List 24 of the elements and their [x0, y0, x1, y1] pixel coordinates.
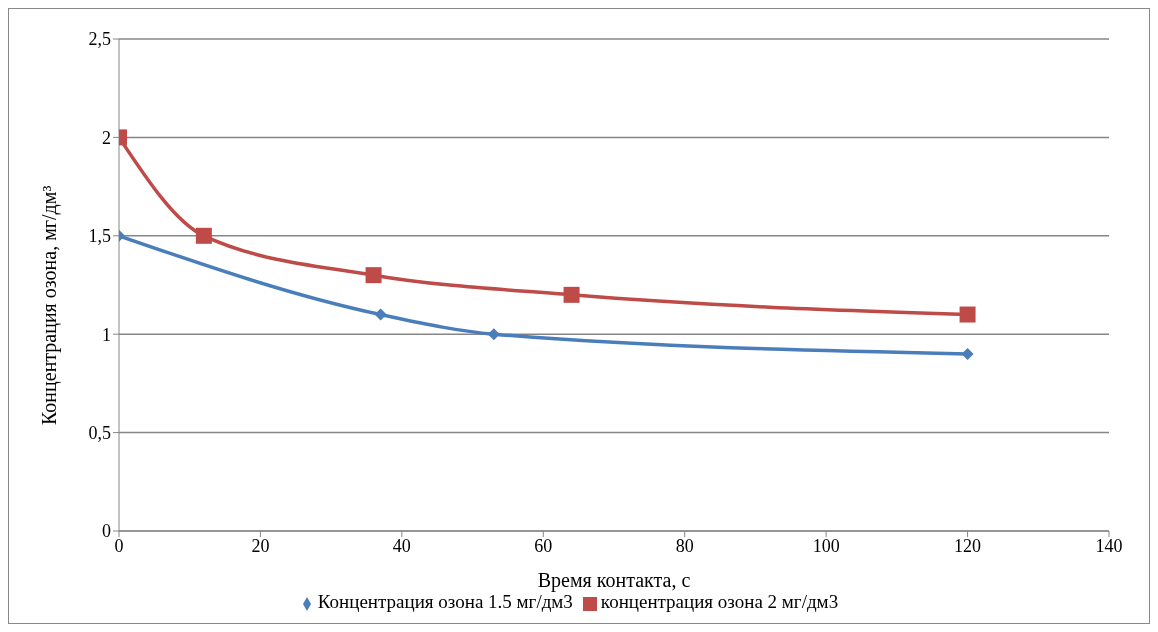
x-tick-label: 80 [675, 535, 694, 556]
legend-label: Концентрация озона 1.5 мг/дм3 [317, 591, 573, 612]
y-tick-label: 2 [102, 127, 111, 148]
y-tick-label: 2,5 [88, 29, 111, 50]
y-tick-label: 0,5 [88, 422, 111, 443]
y-axis-title: Концентрация озона, мг/дм³ [38, 185, 62, 425]
y-tick-label: 0 [102, 521, 111, 542]
x-tick-label: 120 [954, 535, 982, 556]
point [961, 347, 974, 360]
legend-label: концентрация озона 2 мг/дм3 [600, 591, 839, 612]
point [195, 227, 212, 244]
x-tick-label: 140 [1095, 535, 1123, 556]
point [487, 328, 500, 341]
point [563, 286, 580, 303]
point [959, 306, 976, 323]
point [365, 267, 382, 284]
x-tick-label: 40 [392, 535, 411, 556]
y-tick-label: 1,5 [88, 226, 111, 247]
point [374, 308, 387, 321]
x-axis-title: Время контакта, с [537, 569, 691, 592]
y-tick-label: 1 [102, 324, 111, 345]
x-tick-label: 100 [812, 535, 840, 556]
x-tick-label: 20 [251, 535, 270, 556]
x-tick-label: 60 [534, 535, 553, 556]
